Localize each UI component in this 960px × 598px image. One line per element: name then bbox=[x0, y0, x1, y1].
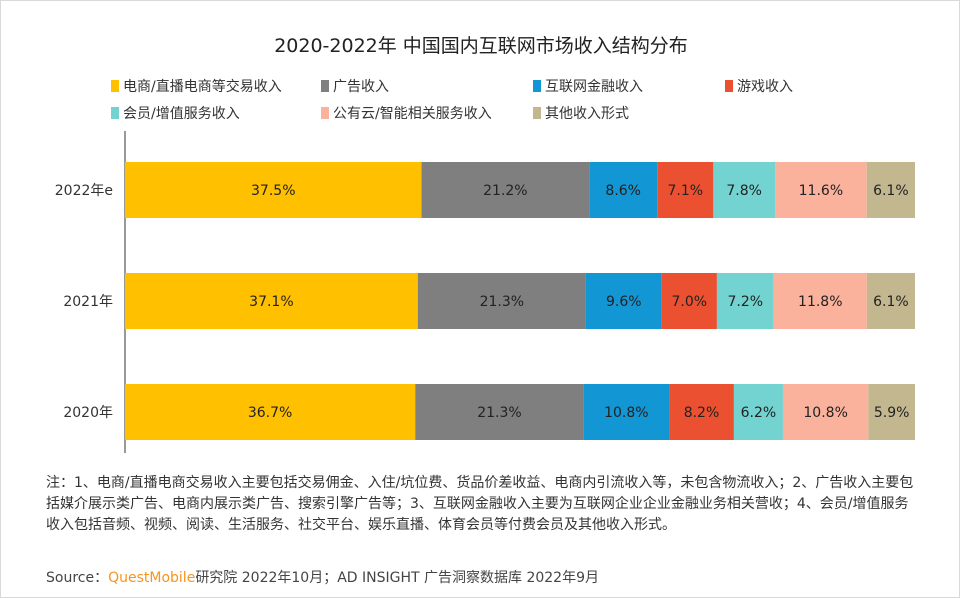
legend-label: 会员/增值服务收入 bbox=[123, 106, 240, 122]
data-label: 9.6% bbox=[606, 294, 642, 310]
stacked-bar-chart: 2022年e 37.5% 21.2% 8.6% 7.1% 7.8% 11.6% 6.1% 202… bbox=[55, 131, 915, 453]
bar-segment bbox=[868, 384, 915, 440]
source-brand: QuestMobile bbox=[108, 570, 196, 586]
data-label: 7.0% bbox=[671, 294, 707, 310]
bar-segment bbox=[589, 162, 658, 218]
data-label: 5.9% bbox=[874, 405, 910, 421]
data-label: 11.8% bbox=[798, 294, 842, 310]
bar-segment bbox=[773, 273, 867, 329]
data-label: 7.1% bbox=[667, 183, 703, 199]
legend-item: 广告收入 bbox=[321, 76, 389, 96]
bar-segment bbox=[125, 273, 418, 329]
data-label: 36.7% bbox=[248, 405, 292, 421]
legend-swatch bbox=[533, 80, 541, 92]
data-label: 21.2% bbox=[483, 183, 527, 199]
bar-segment bbox=[716, 273, 774, 329]
category-label: 2022年e bbox=[55, 183, 113, 199]
legend-swatch bbox=[321, 80, 329, 92]
bar-segment bbox=[657, 162, 714, 218]
data-label: 37.1% bbox=[249, 294, 293, 310]
data-label: 8.2% bbox=[684, 405, 720, 421]
data-label: 11.6% bbox=[799, 183, 843, 199]
bar-segment bbox=[866, 162, 915, 218]
bar-segment bbox=[585, 273, 662, 329]
bar-segment bbox=[713, 162, 776, 218]
legend-item: 公有云/智能相关服务收入 bbox=[321, 103, 492, 123]
source-line: Source：QuestMobile研究院 2022年10月；AD INSIGH… bbox=[46, 567, 599, 587]
data-label: 10.8% bbox=[803, 405, 847, 421]
source-label: Source： bbox=[46, 570, 109, 586]
bar-segment bbox=[417, 273, 586, 329]
bar-segment bbox=[125, 162, 422, 218]
data-label: 10.8% bbox=[604, 405, 648, 421]
data-label: 21.3% bbox=[477, 405, 521, 421]
legend-label: 互联网金融收入 bbox=[545, 79, 643, 95]
data-label: 7.8% bbox=[726, 183, 762, 199]
legend-item: 其他收入形式 bbox=[533, 103, 629, 123]
bar-segment bbox=[775, 162, 867, 218]
source-text: 研究院 2022年10月；AD INSIGHT 广告洞察数据库 2022年9月 bbox=[195, 570, 599, 586]
bar-segment bbox=[125, 384, 416, 440]
legend-label: 游戏收入 bbox=[737, 79, 793, 95]
legend-swatch bbox=[533, 107, 541, 119]
legend-label: 公有云/智能相关服务收入 bbox=[333, 106, 492, 122]
legend-label: 其他收入形式 bbox=[545, 106, 629, 122]
bar-segment bbox=[782, 384, 869, 440]
chart-title: 2020-2022年 中国国内互联网市场收入结构分布 bbox=[274, 35, 688, 57]
legend-item: 会员/增值服务收入 bbox=[111, 103, 240, 123]
data-label: 21.3% bbox=[480, 294, 524, 310]
data-label: 6.1% bbox=[873, 183, 909, 199]
data-label: 6.2% bbox=[741, 405, 777, 421]
category-label: 2020年 bbox=[63, 405, 113, 421]
bar-segment bbox=[421, 162, 590, 218]
legend-item: 游戏收入 bbox=[725, 76, 793, 96]
bar-segment bbox=[866, 273, 915, 329]
bar-segment bbox=[661, 273, 717, 329]
legend-swatch bbox=[321, 107, 329, 119]
bar-segment bbox=[415, 384, 584, 440]
data-label: 7.2% bbox=[728, 294, 764, 310]
bar-segment bbox=[733, 384, 783, 440]
data-label: 37.5% bbox=[251, 183, 295, 199]
legend-label: 电商/直播电商等交易收入 bbox=[123, 79, 282, 95]
category-label: 2021年 bbox=[63, 294, 113, 310]
data-label: 6.1% bbox=[873, 294, 909, 310]
data-label: 8.6% bbox=[605, 183, 641, 199]
legend-swatch bbox=[111, 80, 119, 92]
bar-segment bbox=[583, 384, 670, 440]
footnote: 注：1、电商/直播电商交易收入主要包括交易佣金、入住/坑位费、货品价差收益、电商… bbox=[46, 475, 914, 533]
legend-item: 互联网金融收入 bbox=[533, 76, 643, 96]
legend-swatch bbox=[725, 80, 733, 92]
legend-label: 广告收入 bbox=[333, 79, 389, 95]
bar-segment bbox=[669, 384, 734, 440]
legend-swatch bbox=[111, 107, 119, 119]
legend-item: 电商/直播电商等交易收入 bbox=[111, 76, 282, 96]
